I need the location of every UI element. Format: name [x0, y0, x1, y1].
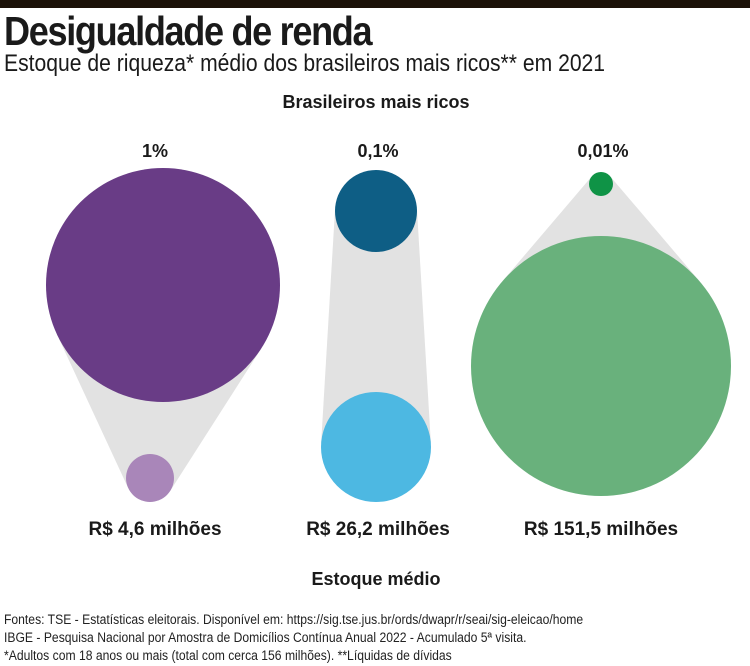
footnote-line: *Adultos com 18 anos ou mais (total com … — [4, 648, 452, 663]
bottom-axis-label: Estoque médio — [311, 569, 441, 589]
wealth-circle-1 — [126, 454, 174, 502]
source-line-1: Fontes: TSE - Estatísticas eleitorais. D… — [4, 612, 584, 627]
percentile-circle-1 — [46, 168, 280, 402]
wealth-circle-2 — [321, 392, 431, 502]
percentile-circle-2 — [335, 170, 417, 252]
percentile-circle-3 — [589, 172, 613, 196]
top-axis-label: Brasileiros mais ricos — [282, 92, 470, 112]
footer-notes: Fontes: TSE - Estatísticas eleitorais. D… — [4, 611, 583, 665]
chart-subtitle: Estoque de riqueza* médio dos brasileiro… — [4, 50, 606, 77]
percent-label-1: 1% — [141, 141, 169, 161]
connector-2 — [321, 208, 431, 444]
top-bar — [0, 0, 750, 8]
wealth-circle-3 — [471, 236, 731, 496]
value-label-3: R$ 151,5 milhões — [523, 519, 679, 540]
chart-title: Desigualdade de renda — [4, 8, 373, 54]
percent-label-3: 0,01% — [577, 141, 629, 161]
value-label-2: R$ 26,2 milhões — [306, 519, 450, 540]
source-line-2: IBGE - Pesquisa Nacional por Amostra de … — [4, 630, 527, 645]
percent-label-2: 0,1% — [357, 141, 399, 161]
value-label-1: R$ 4,6 milhões — [88, 519, 222, 540]
